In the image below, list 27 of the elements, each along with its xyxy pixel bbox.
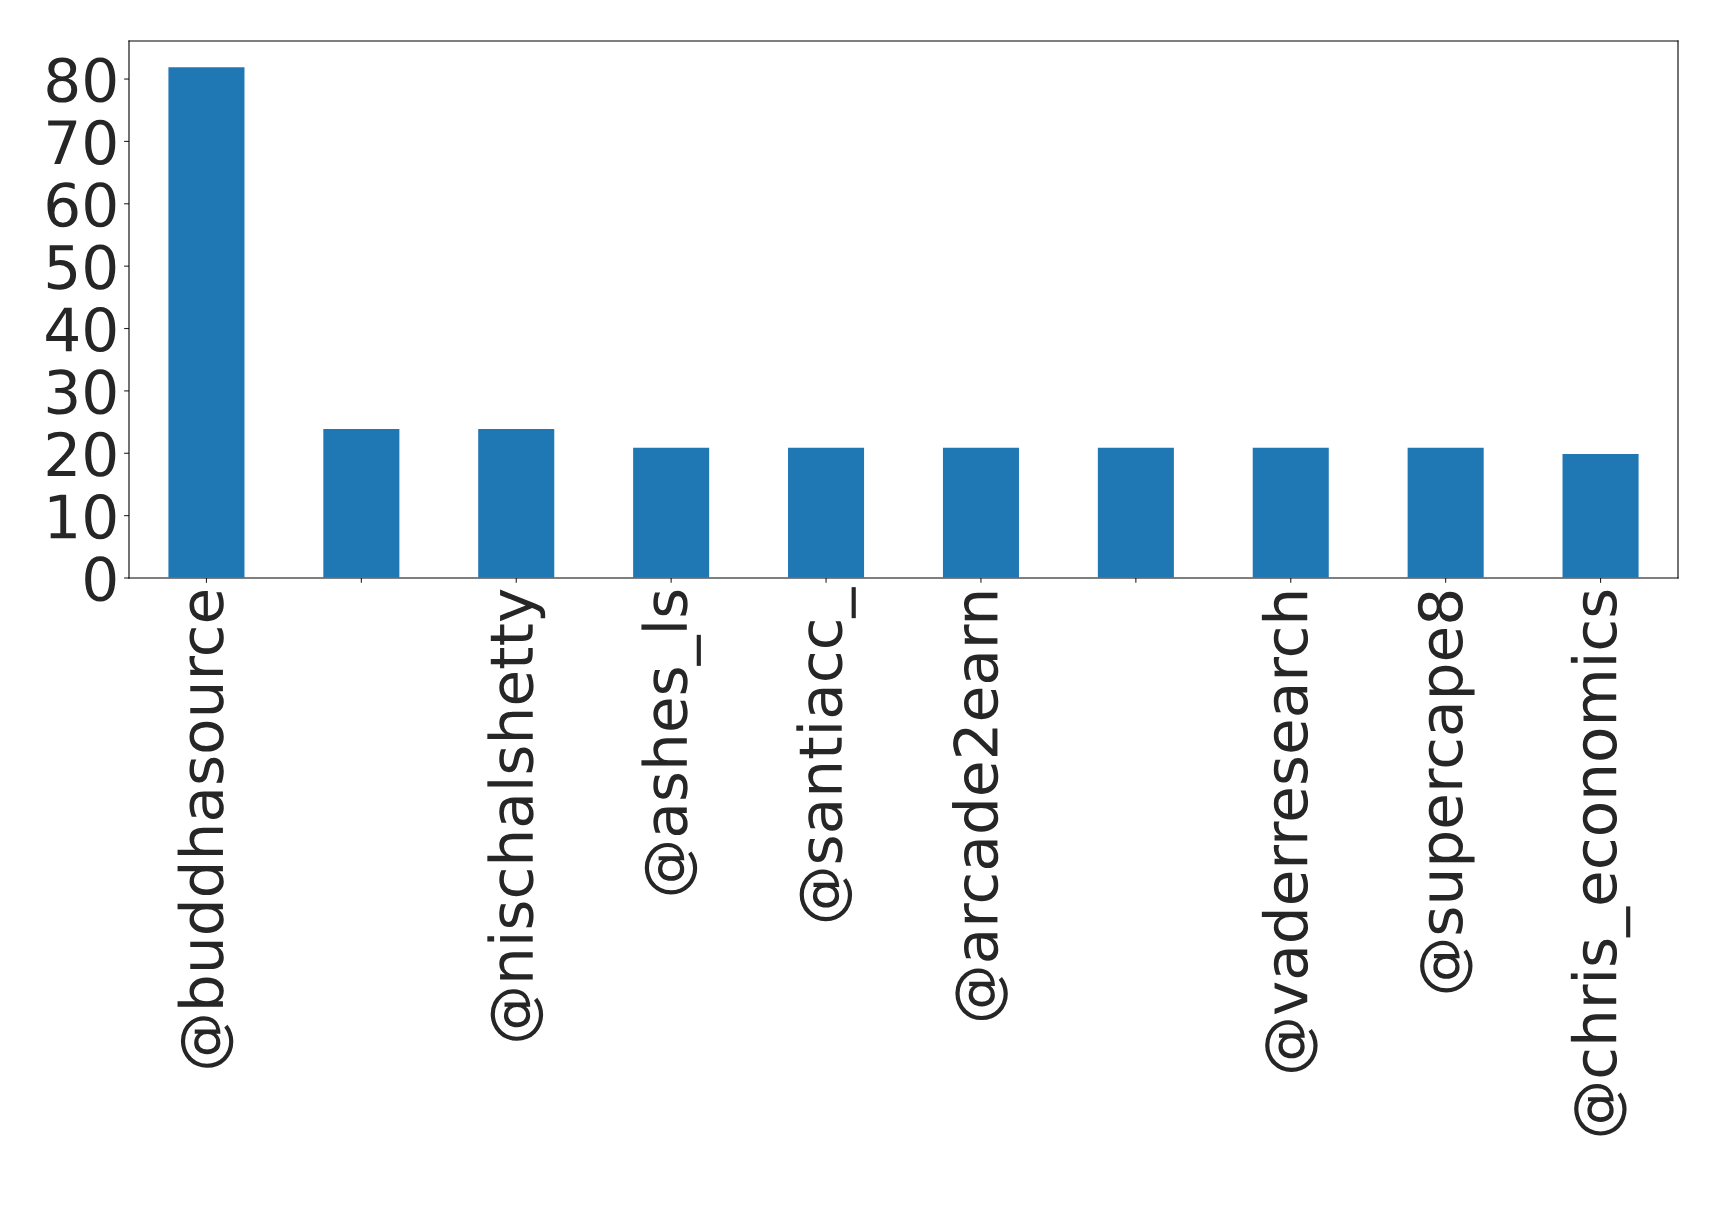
bar — [631, 446, 711, 578]
y-tick-label: 0 — [85, 556, 116, 602]
x-tick-label: @vaderresearch — [1261, 592, 1318, 1072]
bar — [321, 427, 401, 578]
bar — [476, 427, 556, 578]
bar — [1251, 446, 1331, 578]
y-tick-label: 60 — [47, 182, 116, 228]
y-tick-label: 40 — [46, 306, 116, 353]
y-tick-label: 30 — [47, 369, 116, 415]
bar — [786, 446, 866, 578]
bar — [941, 446, 1021, 578]
x-tick-label: @buddhasource — [177, 590, 234, 1068]
y-tick-label: 70 — [48, 119, 116, 165]
y-tick-label: 50 — [47, 244, 116, 290]
x-tick-label: @nischalshetty — [487, 589, 546, 1041]
y-tick-label: 20 — [47, 431, 116, 477]
bar — [1096, 446, 1176, 578]
bar — [167, 65, 246, 578]
y-tick-label: 80 — [47, 57, 116, 103]
bar — [1561, 452, 1640, 578]
x-tick-label: @chris_economics — [1570, 590, 1631, 1136]
x-tick-label: @arcade2earn — [952, 592, 1008, 1021]
x-tick-label: @supercape8 — [1417, 591, 1475, 993]
bar — [1406, 446, 1486, 578]
y-tick-label: 10 — [49, 494, 116, 540]
x-tick-label: @ashes_ls — [641, 590, 701, 895]
x-tick-label: @santiacc_ — [796, 587, 856, 922]
